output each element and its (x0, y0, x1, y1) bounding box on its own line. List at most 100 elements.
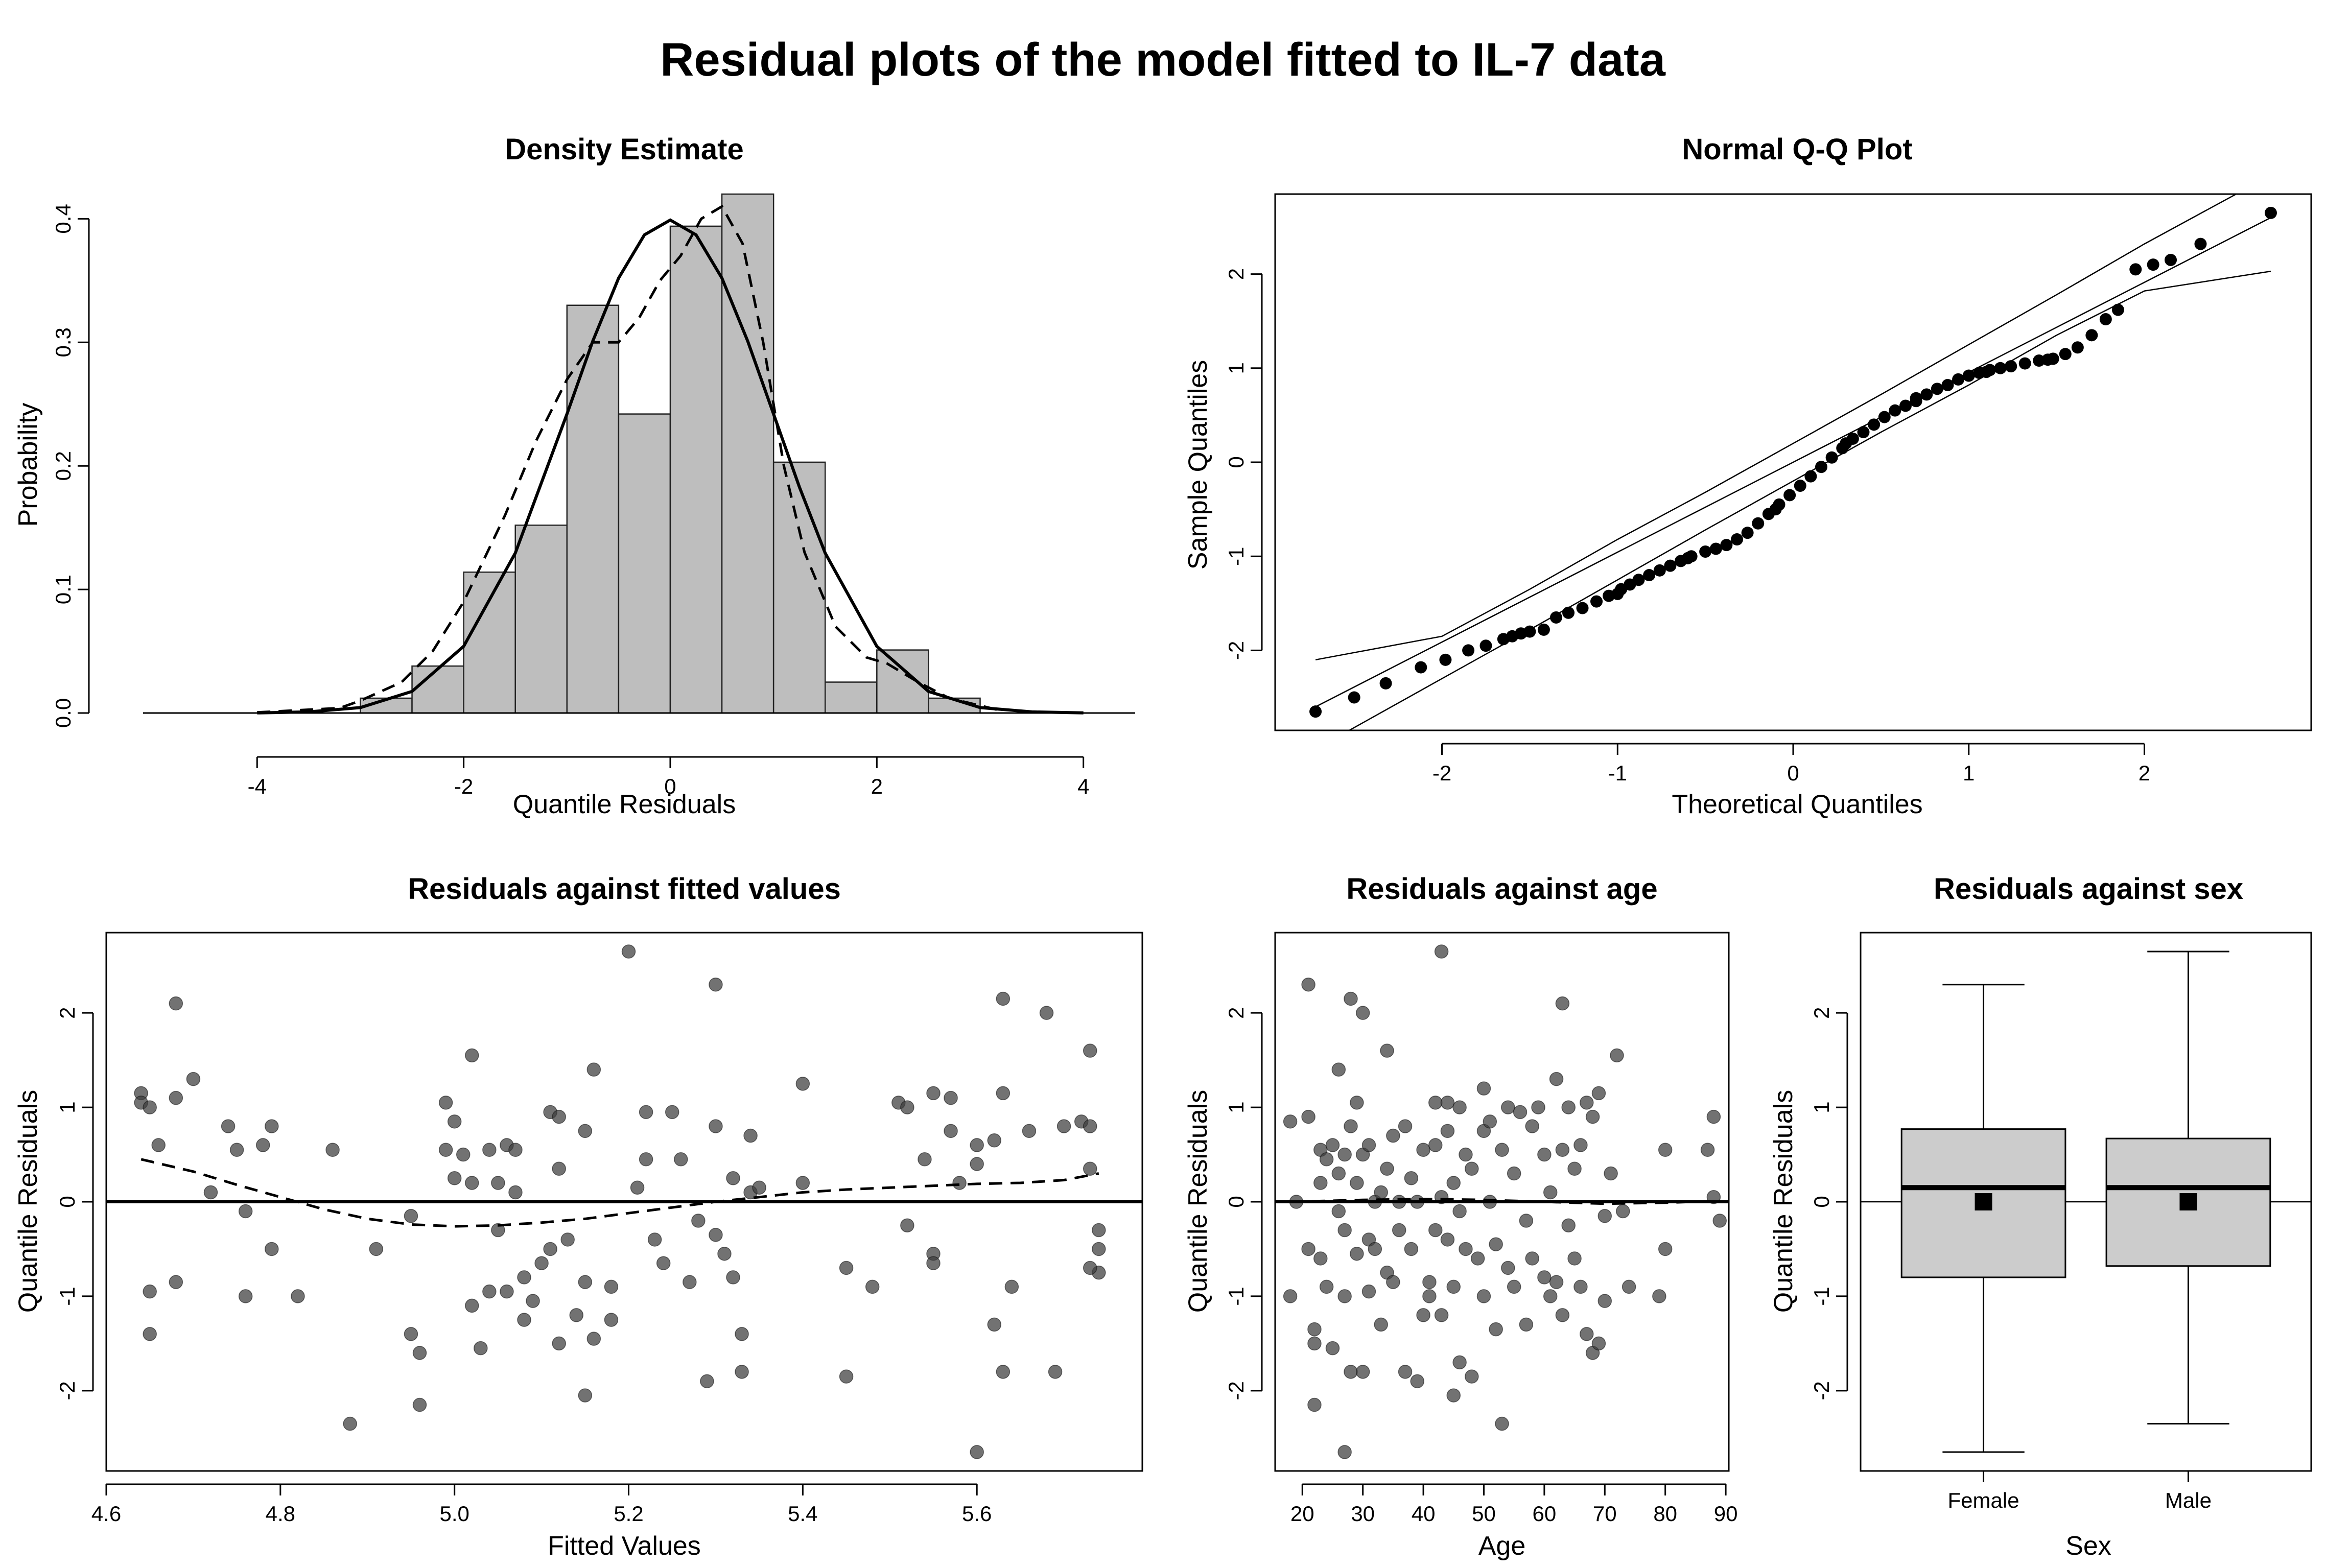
age-point (1495, 1143, 1509, 1157)
fitted-point (926, 1256, 941, 1270)
normal-density-curve (257, 218, 1084, 715)
fitted-ylabel: Quantile Residuals (13, 1090, 43, 1313)
fitted-point (865, 1279, 880, 1294)
qq-point (1664, 559, 1677, 572)
fitted-point (256, 1138, 270, 1152)
age-point (1525, 1251, 1539, 1266)
age-point (1337, 1147, 1352, 1162)
age-y-tick-label: -1 (1224, 1287, 1248, 1305)
qq-point (1415, 661, 1427, 674)
fitted-point (369, 1242, 384, 1256)
qq-ylabel: Sample Quantiles (1183, 360, 1213, 569)
fitted-point (465, 1048, 479, 1063)
fitted-point (726, 1270, 740, 1285)
age-point (1386, 1275, 1400, 1289)
fitted-point (1092, 1242, 1106, 1256)
fitted-point (552, 1161, 566, 1176)
fitted-point (918, 1152, 932, 1167)
qq-point (1439, 653, 1452, 666)
fitted-point (143, 1284, 157, 1299)
age-point (1283, 1114, 1298, 1129)
fitted-panel: Residuals against fitted values Fitted V… (13, 872, 1143, 1561)
fitted-point (404, 1327, 418, 1341)
age-point (1658, 1242, 1673, 1256)
fitted-point (970, 1157, 984, 1171)
fitted-point (404, 1208, 418, 1223)
age-point (1416, 1308, 1430, 1322)
fitted-point (604, 1313, 619, 1327)
qq-point (2129, 263, 2142, 276)
fitted-point (1048, 1365, 1063, 1379)
fitted-point (578, 1388, 593, 1403)
age-x-tick-label: 80 (1653, 1502, 1677, 1526)
fitted-smooth-curve (140, 1158, 1099, 1228)
age-point (1537, 1147, 1552, 1162)
age-point (1604, 1166, 1618, 1181)
qq-point (2005, 360, 2017, 373)
fitted-point (1083, 1161, 1097, 1176)
age-plot-frame (1274, 932, 1730, 1472)
age-y-tick-label: 1 (1224, 1101, 1248, 1113)
histogram-bar (411, 665, 464, 714)
age-point (1386, 1128, 1400, 1143)
fitted-x-tick-label: 4.6 (91, 1502, 121, 1526)
age-point (1555, 1143, 1570, 1157)
qq-envelope-lower (1348, 270, 2271, 730)
fitted-point (482, 1284, 497, 1299)
qq-point (1462, 644, 1475, 657)
age-point (1350, 1176, 1364, 1190)
qq-y-tick-label: 0 (1224, 456, 1248, 468)
qq-point (1523, 625, 1536, 638)
qq-x-tick-label: -2 (1432, 761, 1451, 785)
density-title: Density Estimate (505, 133, 743, 166)
qq-plot-frame (1274, 193, 2312, 731)
qq-point (1794, 480, 1806, 492)
qq-point (2018, 357, 2031, 370)
qq-point (1931, 383, 1943, 395)
fitted-y-tick-label: -1 (55, 1287, 79, 1305)
age-point (1567, 1251, 1582, 1266)
age-x-tick-label: 30 (1351, 1502, 1375, 1526)
age-point (1313, 1176, 1328, 1190)
fitted-point (674, 1152, 688, 1167)
fitted-point (1039, 1006, 1054, 1020)
qq-point (1868, 418, 1881, 431)
fitted-point (265, 1242, 279, 1256)
age-point (1301, 1242, 1315, 1256)
fitted-point (970, 1445, 984, 1459)
age-point (1555, 996, 1570, 1011)
age-point (1440, 1096, 1455, 1110)
fitted-x-tick-label: 4.8 (266, 1502, 295, 1526)
fitted-xlabel: Fitted Values (548, 1531, 701, 1561)
age-point (1368, 1242, 1382, 1256)
age-point (1307, 1322, 1322, 1337)
density-x-tick-label: -4 (248, 774, 267, 798)
qq-point (1840, 437, 1852, 450)
age-point (1344, 1365, 1358, 1379)
fitted-title: Residuals against fitted values (408, 872, 841, 906)
age-point (1567, 1161, 1582, 1176)
age-point (1331, 1204, 1346, 1219)
fitted-point (517, 1270, 531, 1285)
density-panel: Density Estimate Quantile Residuals Prob… (13, 133, 1135, 819)
sex-y-tick-label: 2 (1810, 1007, 1834, 1018)
age-point (1501, 1261, 1515, 1275)
fitted-point (325, 1143, 340, 1157)
age-point (1519, 1317, 1534, 1332)
fitted-y-tick-label: 0 (55, 1196, 79, 1207)
density-y-tick-label: 0.3 (51, 327, 75, 357)
qq-point (1379, 677, 1392, 690)
age-point (1392, 1223, 1406, 1238)
age-point (1573, 1138, 1588, 1152)
age-point (1319, 1152, 1334, 1167)
density-y-tick-label: 0.2 (51, 451, 75, 481)
age-point (1543, 1185, 1558, 1200)
fitted-point (987, 1317, 1002, 1332)
fitted-point (1083, 1261, 1097, 1275)
histogram-bar (463, 571, 516, 714)
fitted-point (996, 1086, 1011, 1101)
fitted-point (221, 1119, 236, 1133)
age-point (1446, 1388, 1461, 1403)
qq-point (1506, 630, 1519, 643)
qq-point (1653, 564, 1666, 577)
